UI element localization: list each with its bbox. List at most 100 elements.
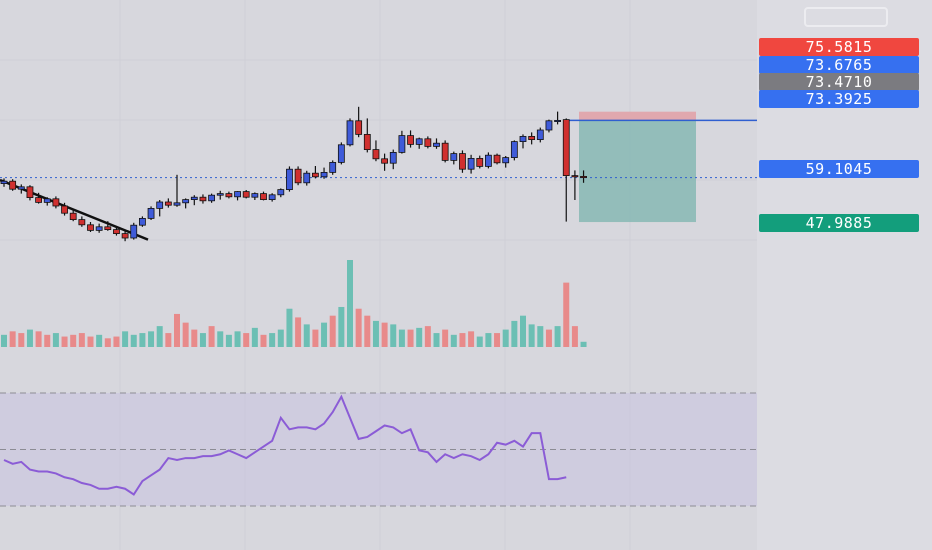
volume-bar <box>251 327 258 347</box>
candle-down <box>69 212 77 220</box>
volume-bar <box>35 331 42 347</box>
candle-up <box>147 207 155 219</box>
volume-bar <box>9 331 16 347</box>
candle-up <box>433 142 440 147</box>
volume-bar <box>286 308 293 347</box>
candle-down <box>260 193 267 201</box>
volume-bar <box>424 326 431 347</box>
volume-bar <box>398 329 405 347</box>
candle-down <box>242 191 250 198</box>
candle-down <box>372 149 380 160</box>
volume-bar <box>113 336 120 347</box>
candle-up <box>156 201 164 209</box>
price-tag[interactable]: 59.1045 <box>759 160 919 178</box>
volume-bar <box>243 333 250 347</box>
volume-bar <box>191 329 198 347</box>
candle-down <box>407 135 414 145</box>
candle-up <box>251 193 259 198</box>
candle-down <box>78 219 86 226</box>
candle-up <box>216 193 224 196</box>
position-zones[interactable] <box>0 111 757 223</box>
volume-bar <box>450 334 457 347</box>
candle-down <box>580 175 587 178</box>
volume-bar <box>26 329 33 347</box>
volume-bar <box>130 334 137 347</box>
volume-bar <box>494 333 501 347</box>
take-profit-zone <box>579 120 696 223</box>
candle-up <box>554 120 561 123</box>
volume-bar <box>87 336 94 347</box>
volume-bar <box>208 326 215 347</box>
stop-loss-zone <box>579 111 696 121</box>
volume-bar <box>571 326 578 347</box>
volume-bar <box>416 327 423 347</box>
volume-bar <box>139 333 146 347</box>
candle-down <box>562 119 570 176</box>
candle-up <box>0 180 8 184</box>
candle-up <box>268 194 276 201</box>
candle-up <box>138 217 146 226</box>
candle-down <box>381 158 389 164</box>
candle-down <box>9 180 17 190</box>
volume-bar <box>537 326 544 347</box>
candle-down <box>104 226 112 231</box>
candle-up <box>182 199 190 204</box>
candle-up <box>346 120 354 146</box>
candle-up <box>398 135 406 153</box>
candle-down <box>164 201 172 206</box>
price-tag[interactable]: 73.3925 <box>759 90 919 108</box>
trend-line-segment <box>0 178 149 241</box>
candle-up <box>286 168 293 190</box>
volume-bar <box>459 333 466 347</box>
volume-bar <box>312 329 319 347</box>
candle-down <box>355 120 363 135</box>
volume-bar <box>1 334 7 347</box>
volume-bar <box>52 333 59 347</box>
volume-bar <box>96 334 103 347</box>
candle-down <box>35 197 42 203</box>
volume-bar <box>433 333 440 347</box>
volume-bar <box>545 329 552 347</box>
candle-down <box>121 233 129 239</box>
price-tag[interactable]: 73.4710 <box>759 73 919 91</box>
candle-up <box>450 153 458 161</box>
candle-up <box>320 171 328 178</box>
candle-up <box>484 154 492 167</box>
volume-bar <box>61 336 68 347</box>
price-tag[interactable]: 75.5815 <box>759 38 919 56</box>
candle-up <box>329 161 337 173</box>
volume-bar <box>520 315 526 347</box>
volume-bar <box>156 326 163 347</box>
volume-bar <box>390 324 397 347</box>
candle-down <box>311 172 319 178</box>
candle-up <box>502 157 510 164</box>
candle-up <box>130 224 138 239</box>
candle-up <box>467 157 475 170</box>
price-tag[interactable]: 73.6765 <box>759 56 919 74</box>
candle-down <box>493 154 501 164</box>
candle-down <box>61 205 68 214</box>
candle-up <box>303 172 311 184</box>
volume-bar <box>407 329 414 347</box>
volume-bar <box>225 334 232 347</box>
volume-bar <box>104 338 111 347</box>
volume-bar <box>277 329 284 347</box>
candle-down <box>459 153 466 170</box>
volume-bar <box>554 326 561 347</box>
volume-bar <box>44 334 51 347</box>
candle-up <box>277 189 285 196</box>
volume-bar <box>260 334 267 347</box>
settings-button[interactable] <box>804 7 888 27</box>
volume-bar <box>165 333 172 347</box>
candle-up <box>510 141 518 159</box>
volume-series <box>1 260 587 347</box>
rsi-line <box>3 394 567 496</box>
price-tag[interactable]: 47.9885 <box>759 214 919 232</box>
candle-up <box>173 202 181 206</box>
candle-down <box>113 229 120 235</box>
candle-up <box>545 120 553 131</box>
volume-bar <box>364 315 371 347</box>
trend-line[interactable] <box>0 178 149 241</box>
volume-bar <box>182 322 189 347</box>
